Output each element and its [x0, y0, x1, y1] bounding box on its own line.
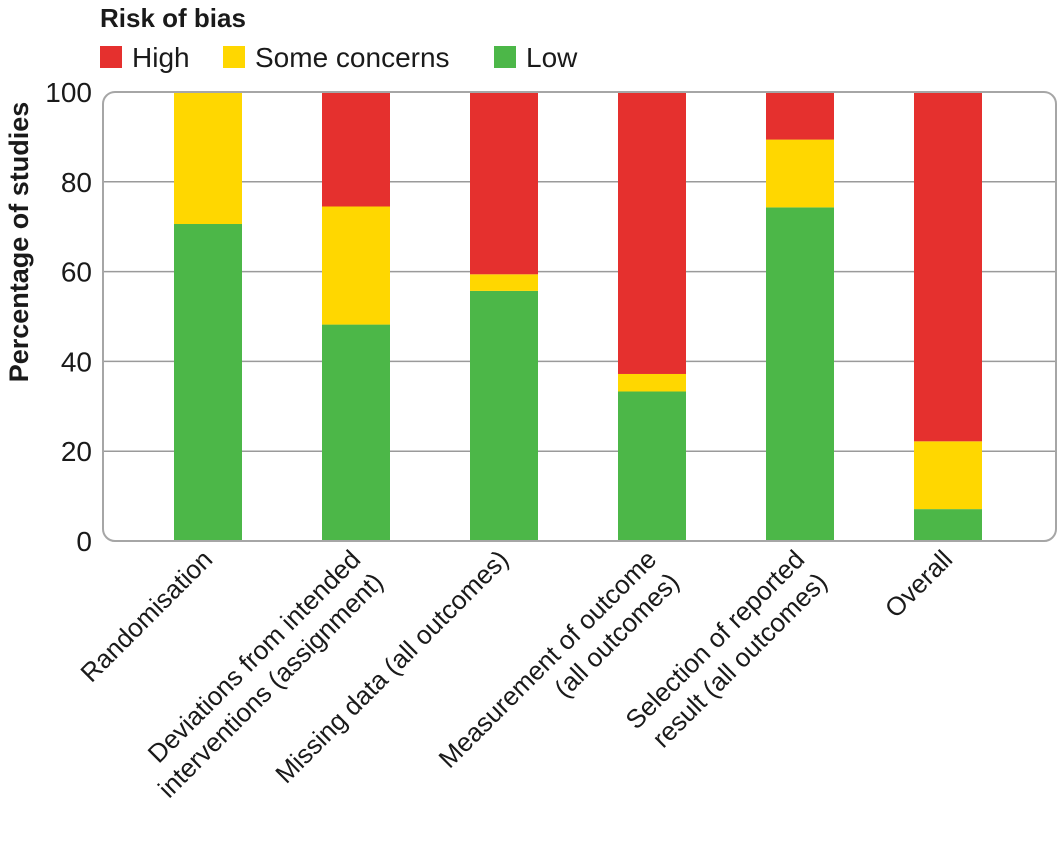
bar-stack-measurement-of-outcome-all-outcomes — [618, 92, 686, 541]
bar-some-concerns-0 — [174, 92, 242, 225]
y-tick-label-0: 0 — [76, 526, 92, 557]
bar-some-concerns-2 — [470, 274, 538, 291]
bar-high-3 — [618, 92, 686, 374]
bar-stack-deviations-from-intended-interventions-assignment — [322, 92, 390, 541]
bar-stack-overall — [914, 92, 982, 541]
bar-high-2 — [470, 92, 538, 275]
y-tick-label-60: 60 — [61, 257, 92, 288]
x-tick-label-overall: Overall — [879, 544, 958, 623]
gridlines — [103, 181, 1056, 452]
y-tick-label-100: 100 — [45, 77, 92, 108]
bar-low-4 — [766, 207, 834, 541]
bar-high-1 — [322, 92, 390, 207]
y-axis-ticks: 0 20 40 60 80 100 — [45, 77, 92, 557]
bar-low-0 — [174, 224, 242, 542]
legend-label-low: Low — [526, 42, 578, 73]
bar-stack-selection-of-reported-result-all-outcomes — [766, 92, 834, 541]
legend-label-some-concerns: Some concerns — [255, 42, 450, 73]
y-tick-label-20: 20 — [61, 436, 92, 467]
legend-item-high: High — [100, 42, 190, 73]
plot-frame — [102, 91, 1057, 542]
bar-some-concerns-5 — [914, 441, 982, 510]
bar-stack-randomisation — [174, 92, 242, 542]
bar-some-concerns-4 — [766, 139, 834, 208]
x-tick-label-randomisation: Randomisation — [74, 544, 218, 688]
legend-swatch-some-concerns — [223, 46, 245, 68]
bar-some-concerns-1 — [322, 206, 390, 325]
y-tick-label-80: 80 — [61, 167, 92, 198]
bar-low-5 — [914, 509, 982, 541]
bar-some-concerns-3 — [618, 373, 686, 392]
legend-item-low: Low — [494, 42, 578, 73]
bar-stack-missing-data-all-outcomes — [470, 92, 538, 541]
bar-high-4 — [766, 92, 834, 140]
legend-title: Risk of bias — [100, 3, 246, 33]
legend-swatch-high — [100, 46, 122, 68]
bar-high-5 — [914, 92, 982, 442]
bar-low-2 — [470, 290, 538, 541]
y-axis-title: Percentage of studies — [4, 102, 34, 383]
legend-label-high: High — [132, 42, 190, 73]
bar-low-1 — [322, 324, 390, 541]
bars — [174, 92, 982, 542]
legend: Risk of bias High Some concerns Low — [100, 3, 578, 73]
y-tick-label-40: 40 — [61, 346, 92, 377]
legend-swatch-low — [494, 46, 516, 68]
bar-low-3 — [618, 391, 686, 541]
legend-item-some-concerns: Some concerns — [223, 42, 450, 73]
